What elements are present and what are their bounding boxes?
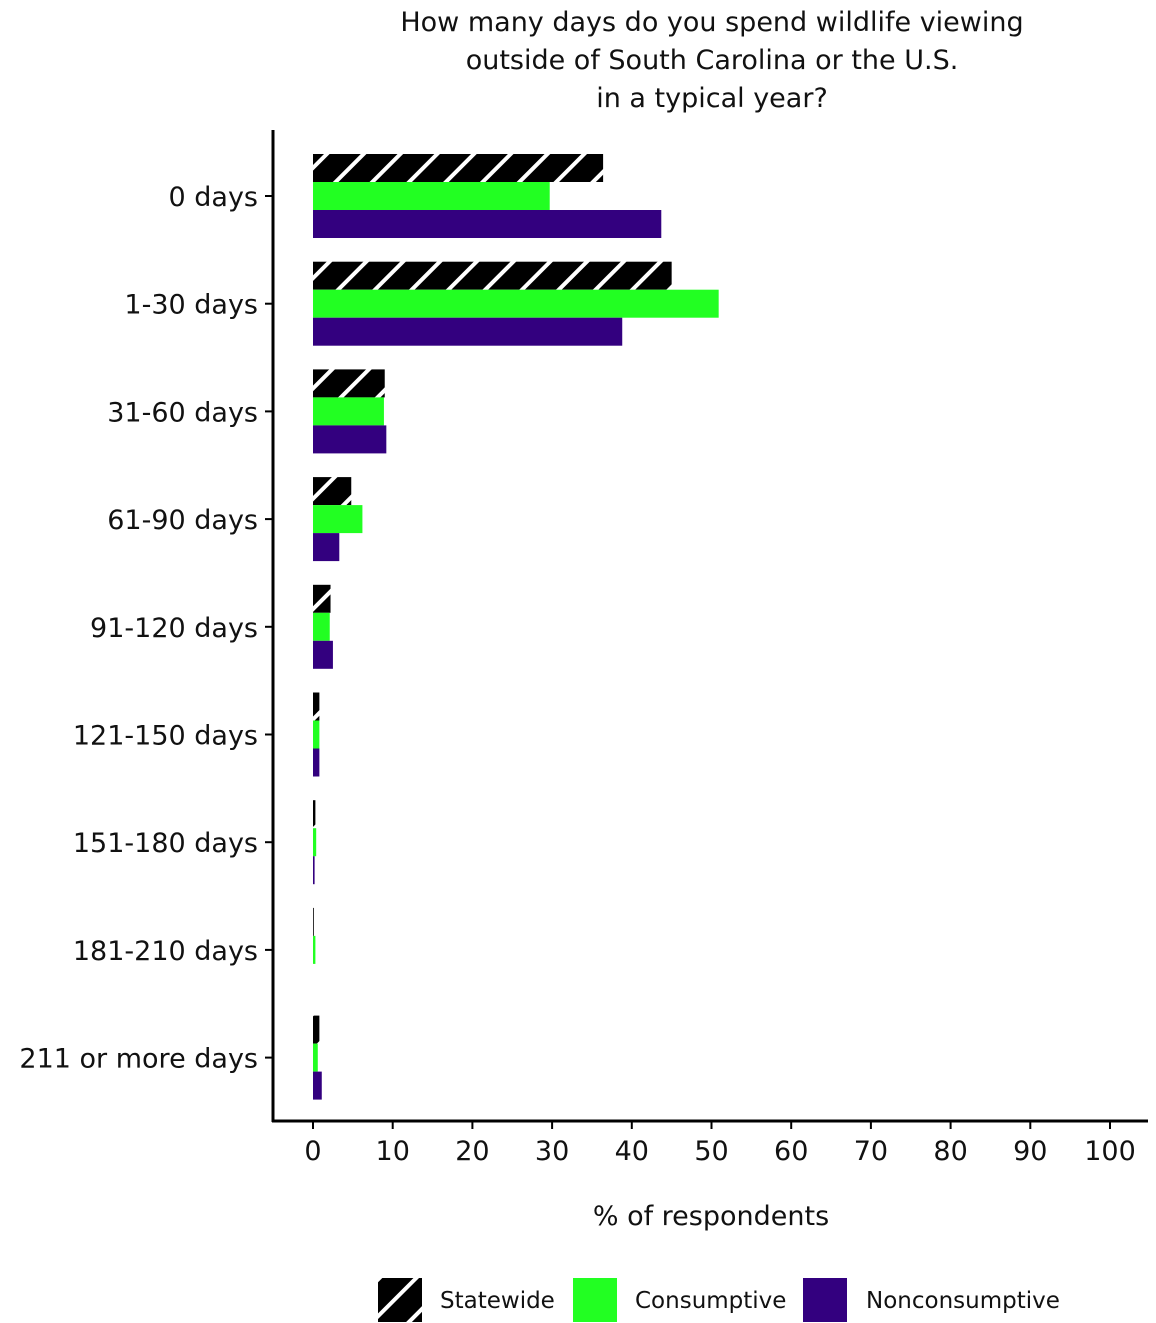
chart-title-line: in a typical year?	[596, 83, 828, 114]
bar-statewide-6	[313, 800, 316, 829]
bar-statewide-8	[313, 1015, 320, 1044]
bar-consumptive-0	[313, 182, 550, 210]
legend-key-nonconsumptive	[803, 1278, 847, 1322]
x-axis-label: % of respondents	[593, 1201, 829, 1232]
chart-title: How many days do you spend wildlife view…	[400, 7, 1023, 114]
chart-title-line: outside of South Carolina or the U.S.	[466, 45, 959, 76]
y-tick-label: 91-120 days	[90, 613, 258, 644]
axes-group: 0 days 1-30 days 31-60 days 61-90 days 91-12…	[19, 130, 1148, 1232]
y-tick-label: 121-150 days	[73, 721, 258, 752]
x-tick-label: 80	[933, 1136, 967, 1167]
bar-nonconsumptive-3	[313, 533, 340, 562]
chart-title-line: How many days do you spend wildlife view…	[400, 7, 1023, 38]
bar-nonconsumptive-0	[313, 210, 662, 238]
bar-consumptive-8	[313, 1043, 318, 1072]
y-tick-label: 1-30 days	[124, 290, 258, 321]
bar-consumptive-5	[313, 720, 320, 749]
bar-consumptive-1	[313, 289, 719, 318]
bar-nonconsumptive-2	[313, 425, 387, 454]
x-tick-label: 20	[455, 1136, 489, 1167]
bar-statewide-1	[313, 261, 672, 290]
legend-key-consumptive	[573, 1278, 617, 1322]
bar-nonconsumptive-8	[313, 1071, 322, 1100]
bar-nonconsumptive-6	[313, 856, 315, 885]
legend: Statewide Consumptive Nonconsumptive	[378, 1278, 1060, 1322]
y-tick-label: 31-60 days	[107, 397, 258, 428]
x-tick-label: 70	[854, 1136, 888, 1167]
legend-key-statewide	[378, 1278, 422, 1322]
bar-consumptive-2	[313, 397, 384, 426]
x-tick-label: 0	[304, 1136, 321, 1167]
bar-consumptive-3	[313, 505, 363, 534]
x-tick-label: 50	[694, 1136, 728, 1167]
bar-statewide-5	[313, 692, 320, 721]
x-tick-label: 90	[1013, 1136, 1047, 1167]
legend-label-consumptive: Consumptive	[635, 1288, 786, 1314]
bar-nonconsumptive-5	[313, 748, 320, 777]
x-tick-label: 10	[376, 1136, 410, 1167]
y-tick-label: 0 days	[169, 182, 259, 213]
x-tick-label: 100	[1084, 1136, 1136, 1167]
x-tick-label: 40	[615, 1136, 649, 1167]
bar-statewide-2	[313, 369, 385, 398]
bar-statewide-3	[313, 477, 352, 506]
bar-consumptive-4	[313, 612, 330, 641]
x-tick-label: 30	[535, 1136, 569, 1167]
bar-consumptive-7	[313, 935, 316, 964]
bar-consumptive-6	[313, 828, 317, 857]
bar-nonconsumptive-4	[313, 640, 333, 669]
y-tick-label: 181-210 days	[73, 936, 258, 967]
bar-statewide-0	[313, 154, 604, 182]
y-tick-label: 211 or more days	[19, 1044, 258, 1075]
x-tick-label: 60	[774, 1136, 808, 1167]
y-tick-label: 61-90 days	[107, 505, 258, 536]
bar-nonconsumptive-1	[313, 317, 623, 346]
bar-statewide-7	[313, 907, 314, 936]
legend-label-statewide: Statewide	[440, 1288, 555, 1314]
legend-label-nonconsumptive: Nonconsumptive	[866, 1288, 1060, 1314]
bars-group	[313, 154, 719, 1100]
y-tick-label: 151-180 days	[73, 828, 258, 859]
bar-statewide-4	[313, 584, 331, 613]
